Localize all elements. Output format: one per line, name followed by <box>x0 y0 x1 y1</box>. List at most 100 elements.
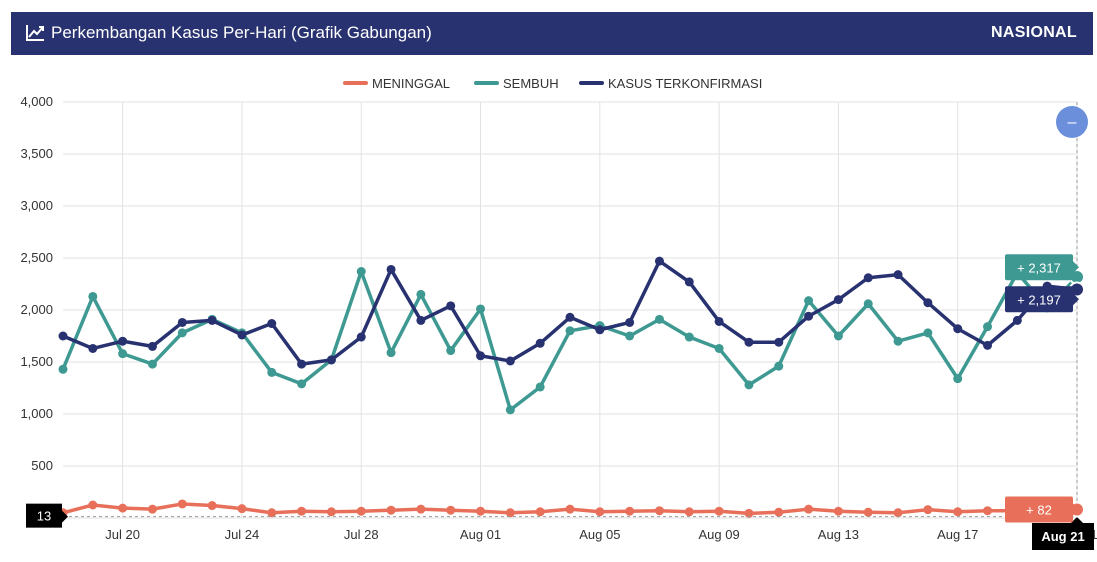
data-point[interactable] <box>893 508 903 518</box>
data-point[interactable] <box>625 317 635 327</box>
data-point[interactable] <box>297 506 307 516</box>
data-point[interactable] <box>147 341 157 351</box>
data-point[interactable] <box>714 343 724 353</box>
data-point[interactable] <box>714 316 724 326</box>
data-point[interactable] <box>386 348 396 358</box>
data-point[interactable] <box>893 270 903 280</box>
data-point[interactable] <box>356 506 366 516</box>
data-point[interactable] <box>535 507 545 517</box>
data-point[interactable] <box>416 504 426 514</box>
data-point[interactable] <box>684 507 694 517</box>
data-point[interactable] <box>654 256 664 266</box>
data-point[interactable] <box>356 332 366 342</box>
data-point[interactable] <box>804 296 814 306</box>
data-point[interactable] <box>774 361 784 371</box>
data-point[interactable] <box>505 356 515 366</box>
data-point[interactable] <box>386 264 396 274</box>
data-point[interactable] <box>654 506 664 516</box>
data-point[interactable] <box>356 267 366 277</box>
data-point[interactable] <box>1012 315 1022 325</box>
data-point[interactable] <box>595 507 605 517</box>
data-point[interactable] <box>953 324 963 334</box>
data-point[interactable] <box>297 379 307 389</box>
data-point[interactable] <box>118 503 128 513</box>
data-point[interactable] <box>147 504 157 514</box>
data-point[interactable] <box>267 319 277 329</box>
data-point[interactable] <box>893 336 903 346</box>
data-point[interactable] <box>535 338 545 348</box>
data-point[interactable] <box>177 499 187 509</box>
data-point[interactable] <box>983 340 993 350</box>
data-point[interactable] <box>88 500 98 510</box>
data-point[interactable] <box>267 367 277 377</box>
data-point[interactable] <box>237 504 247 514</box>
data-point[interactable] <box>654 314 664 324</box>
legend-item[interactable]: SEMBUH <box>474 76 559 91</box>
data-point[interactable] <box>416 289 426 299</box>
data-point[interactable] <box>207 501 217 511</box>
data-point[interactable] <box>147 359 157 369</box>
data-point[interactable] <box>297 359 307 369</box>
data-point[interactable] <box>744 337 754 347</box>
zoom-out-circle[interactable] <box>1056 106 1088 138</box>
data-point[interactable] <box>58 331 68 341</box>
data-point[interactable] <box>88 291 98 301</box>
data-point[interactable] <box>326 355 336 365</box>
data-point[interactable] <box>833 295 843 305</box>
data-point[interactable] <box>565 504 575 514</box>
data-point[interactable] <box>714 506 724 516</box>
data-point[interactable] <box>446 346 456 356</box>
data-point[interactable] <box>983 506 993 516</box>
data-point[interactable] <box>476 506 486 516</box>
legend-item[interactable]: MENINGGAL <box>343 76 450 91</box>
data-point[interactable] <box>833 506 843 516</box>
data-point[interactable] <box>565 312 575 322</box>
data-point[interactable] <box>983 322 993 332</box>
data-point[interactable] <box>58 364 68 374</box>
legend[interactable]: MENINGGAL SEMBUH KASUS TERKONFIRMASI <box>343 76 762 91</box>
data-point[interactable] <box>923 328 933 338</box>
data-point[interactable] <box>953 507 963 517</box>
data-point[interactable] <box>535 382 545 392</box>
zoom-out-icon[interactable]: – <box>1068 114 1077 131</box>
data-point[interactable] <box>863 273 873 283</box>
data-point[interactable] <box>684 332 694 342</box>
data-point[interactable] <box>505 405 515 415</box>
data-point[interactable] <box>923 505 933 515</box>
data-point[interactable] <box>386 505 396 515</box>
legend-item[interactable]: KASUS TERKONFIRMASI <box>579 76 762 91</box>
legend-label[interactable]: SEMBUH <box>503 76 559 91</box>
data-point[interactable] <box>446 505 456 515</box>
data-point[interactable] <box>595 325 605 335</box>
data-point[interactable] <box>953 374 963 384</box>
data-point[interactable] <box>744 508 754 518</box>
data-point[interactable] <box>774 507 784 517</box>
data-point[interactable] <box>684 277 694 287</box>
data-point[interactable] <box>207 315 217 325</box>
data-point[interactable] <box>804 504 814 514</box>
data-point[interactable] <box>774 337 784 347</box>
data-point[interactable] <box>923 298 933 308</box>
data-point[interactable] <box>267 508 277 518</box>
data-point[interactable] <box>118 336 128 346</box>
data-point[interactable] <box>416 315 426 325</box>
data-point[interactable] <box>177 317 187 327</box>
data-point[interactable] <box>118 349 128 359</box>
data-point[interactable] <box>804 311 814 321</box>
data-point[interactable] <box>476 304 486 314</box>
legend-label[interactable]: KASUS TERKONFIRMASI <box>608 76 762 91</box>
data-point[interactable] <box>744 380 754 390</box>
data-point[interactable] <box>237 330 247 340</box>
data-point[interactable] <box>863 507 873 517</box>
data-point[interactable] <box>476 351 486 361</box>
data-point[interactable] <box>625 331 635 341</box>
zoom-out-button[interactable]: – <box>1056 106 1088 138</box>
data-point[interactable] <box>625 506 635 516</box>
data-point[interactable] <box>505 508 515 518</box>
data-point[interactable] <box>565 326 575 336</box>
data-point[interactable] <box>863 299 873 309</box>
data-point[interactable] <box>177 328 187 338</box>
data-point[interactable] <box>88 343 98 353</box>
data-point[interactable] <box>446 301 456 311</box>
data-point[interactable] <box>326 507 336 517</box>
